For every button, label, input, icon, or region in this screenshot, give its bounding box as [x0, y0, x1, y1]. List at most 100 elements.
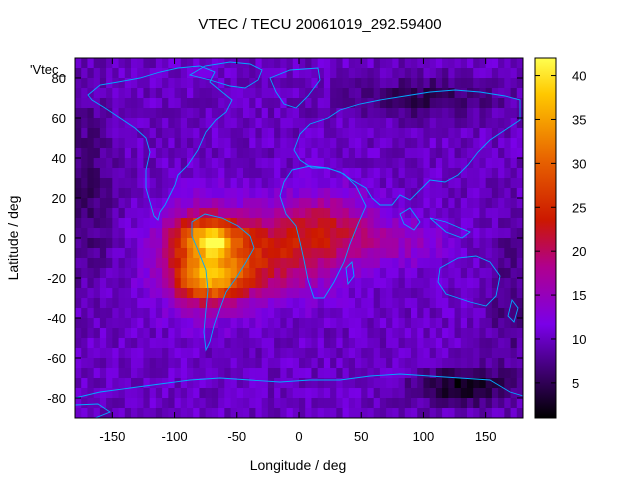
heatmap-cell	[342, 198, 350, 209]
heatmap-cell	[205, 178, 213, 189]
heatmap-cell	[460, 348, 468, 359]
heatmap-cell	[367, 348, 375, 359]
heatmap-cell	[149, 128, 157, 139]
heatmap-cell	[311, 308, 319, 319]
heatmap-cell	[199, 348, 207, 359]
heatmap-cell	[267, 328, 275, 339]
heatmap-cell	[224, 208, 232, 219]
heatmap-cell	[292, 368, 300, 379]
heatmap-cell	[81, 358, 89, 369]
heatmap-cell	[187, 138, 194, 149]
heatmap-cell	[155, 348, 163, 359]
heatmap-cell	[211, 98, 219, 109]
heatmap-cell	[211, 258, 219, 269]
heatmap-cell	[81, 388, 89, 399]
heatmap-cell	[404, 368, 412, 379]
heatmap-cell	[423, 388, 431, 399]
heatmap-cell	[411, 248, 418, 259]
heatmap-cell	[448, 198, 456, 209]
heatmap-cell	[473, 178, 481, 189]
heatmap-cell	[143, 368, 151, 379]
heatmap-cell	[435, 108, 443, 119]
heatmap-cell	[317, 178, 325, 189]
heatmap-cell	[224, 338, 232, 349]
heatmap-cell	[81, 178, 89, 189]
heatmap-cell	[448, 98, 456, 109]
heatmap-cell	[311, 128, 319, 139]
heatmap-cell	[199, 378, 207, 389]
heatmap-cell	[224, 138, 232, 149]
heatmap-cell	[504, 328, 512, 339]
heatmap-cell	[292, 388, 300, 399]
heatmap-cell	[423, 288, 431, 299]
heatmap-cell	[435, 188, 443, 199]
heatmap-cell	[348, 178, 356, 189]
heatmap-cell	[292, 398, 300, 409]
heatmap-cell	[516, 408, 523, 418]
heatmap-cell	[93, 108, 101, 119]
heatmap-cell	[143, 128, 151, 139]
heatmap-cell	[124, 318, 132, 329]
heatmap-cell	[255, 58, 263, 69]
heatmap-cell	[423, 108, 431, 119]
heatmap-cell	[211, 68, 219, 79]
heatmap-cell	[93, 358, 101, 369]
heatmap-cell	[498, 78, 505, 89]
heatmap-cell	[180, 158, 188, 169]
heatmap-cell	[342, 288, 350, 299]
heatmap-cell	[106, 108, 113, 119]
heatmap-cell	[323, 218, 331, 229]
heatmap-cell	[305, 148, 313, 159]
heatmap-cell	[510, 128, 518, 139]
heatmap-cell	[485, 338, 493, 349]
heatmap-cell	[510, 328, 518, 339]
heatmap-cell	[286, 198, 294, 209]
heatmap-cell	[99, 168, 107, 179]
heatmap-cell	[224, 378, 232, 389]
heatmap-cell	[218, 108, 225, 119]
heatmap-cell	[485, 128, 493, 139]
heatmap-cell	[267, 308, 275, 319]
heatmap-cell	[330, 358, 337, 369]
heatmap-cell	[348, 378, 356, 389]
heatmap-cell	[193, 408, 201, 418]
heatmap-cell	[75, 258, 82, 269]
heatmap-cell	[311, 358, 319, 369]
heatmap-cell	[280, 138, 288, 149]
heatmap-cell	[299, 358, 306, 369]
heatmap-cell	[149, 298, 157, 309]
heatmap-cell	[311, 218, 319, 229]
heatmap-cell	[205, 308, 213, 319]
heatmap-cell	[460, 108, 468, 119]
heatmap-cell	[305, 308, 313, 319]
heatmap-cell	[467, 128, 474, 139]
heatmap-cell	[81, 58, 89, 69]
heatmap-cell	[168, 308, 176, 319]
heatmap-cell	[124, 148, 132, 159]
heatmap-cell	[510, 238, 518, 249]
heatmap-cell	[99, 368, 107, 379]
heatmap-cell	[330, 348, 337, 359]
heatmap-cell	[236, 188, 244, 199]
heatmap-cell	[143, 408, 151, 418]
heatmap-cell	[230, 288, 238, 299]
heatmap-cell	[261, 298, 269, 309]
heatmap-cell	[87, 358, 95, 369]
heatmap-cell	[249, 178, 257, 189]
heatmap-cell	[398, 58, 406, 69]
heatmap-cell	[168, 108, 176, 119]
heatmap-cell	[348, 158, 356, 169]
heatmap-cell	[112, 238, 120, 249]
heatmap-cell	[435, 98, 443, 109]
heatmap-cell	[498, 228, 505, 239]
heatmap-cell	[99, 378, 107, 389]
heatmap-cell	[187, 58, 194, 69]
heatmap-cell	[286, 368, 294, 379]
heatmap-cell	[280, 378, 288, 389]
heatmap-cell	[429, 378, 437, 389]
heatmap-cell	[348, 148, 356, 159]
heatmap-cell	[460, 68, 468, 79]
heatmap-cell	[442, 338, 449, 349]
heatmap-cell	[491, 388, 499, 399]
heatmap-cell	[460, 218, 468, 229]
